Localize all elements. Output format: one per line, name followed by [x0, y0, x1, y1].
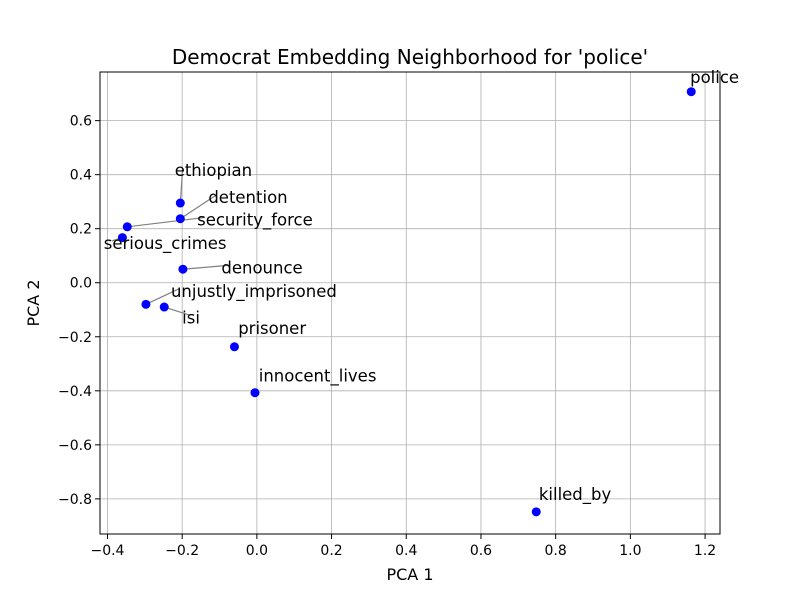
data-point — [531, 507, 541, 517]
x-tick-label: 0.2 — [320, 543, 342, 559]
y-tick-label: −0.6 — [58, 438, 92, 454]
x-tick-label: 0.0 — [246, 543, 268, 559]
leader-line — [182, 264, 230, 270]
point-labels: police ethiopian detention security_forcese… — [104, 68, 739, 505]
data-point — [229, 342, 239, 352]
point-label: killed_by — [539, 485, 612, 505]
point-label: innocent_lives — [259, 366, 377, 386]
plot-frame — [99, 71, 721, 535]
y-tick-label: 0.2 — [70, 222, 92, 238]
data-point — [175, 198, 185, 208]
y-axis-label: PCA 2 — [24, 279, 43, 326]
y-tick-label: 0.6 — [70, 114, 92, 130]
data-point — [250, 388, 260, 398]
leader-line — [127, 216, 206, 228]
x-tick-label: 0.8 — [545, 543, 567, 559]
point-label: isi — [182, 308, 200, 327]
x-tick-label: −0.2 — [165, 543, 199, 559]
data-point — [686, 87, 696, 97]
data-point — [117, 233, 127, 243]
data-point — [175, 214, 185, 224]
y-tick-label: −0.8 — [58, 492, 92, 508]
data-point — [178, 264, 188, 274]
point-label: police — [690, 68, 739, 87]
y-tick-label: 0.0 — [70, 276, 92, 292]
grid — [100, 72, 720, 534]
leader-line — [145, 288, 180, 305]
axis-ticks: −0.4 −0.2 0.0 0.2 0.4 0.6 0.8 1.0 1.2 −0.8 −0.6 −0.… — [58, 114, 716, 559]
point-label: serious_crimes — [104, 234, 227, 254]
x-tick-label: 0.6 — [470, 543, 492, 559]
data-point — [159, 302, 169, 312]
y-tick-label: 0.4 — [70, 168, 92, 184]
x-tick-label: 1.2 — [694, 543, 716, 559]
data-point — [141, 299, 151, 309]
chart-title: Democrat Embedding Neighborhood for 'pol… — [172, 45, 648, 69]
leader-line — [164, 306, 191, 316]
label-leaders — [111, 167, 230, 316]
point-label: unjustly_imprisoned — [171, 282, 337, 302]
x-tick-label: 1.0 — [619, 543, 641, 559]
point-label: prisoner — [238, 319, 306, 338]
leader-line — [179, 194, 217, 220]
x-tick-label: 0.4 — [395, 543, 417, 559]
point-label: detention — [208, 188, 287, 207]
x-tick-label: −0.4 — [90, 543, 124, 559]
data-points — [117, 87, 696, 517]
point-label: security_force — [197, 210, 313, 230]
data-point — [122, 222, 132, 232]
x-axis-label: PCA 1 — [386, 565, 433, 584]
point-label: ethiopian — [175, 161, 252, 180]
y-tick-label: −0.4 — [58, 384, 92, 400]
y-tick-label: −0.2 — [58, 330, 92, 346]
point-label: denounce — [221, 258, 302, 277]
leader-line — [179, 167, 184, 204]
